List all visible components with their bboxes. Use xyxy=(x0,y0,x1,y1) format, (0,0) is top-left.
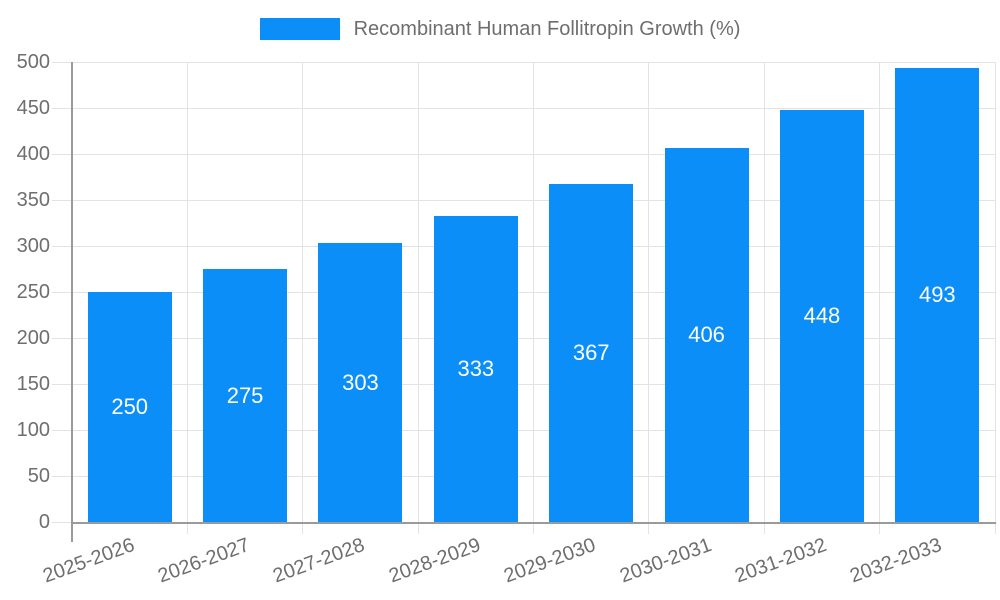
x-gridline xyxy=(879,62,881,534)
y-tick-label: 50 xyxy=(27,465,50,487)
bar[interactable]: 448 xyxy=(779,109,864,522)
y-tick-label: 0 xyxy=(38,511,50,533)
x-gridline xyxy=(417,62,419,534)
y-gridline xyxy=(52,475,995,477)
bar-value-label: 367 xyxy=(572,340,610,366)
x-gridline xyxy=(763,62,765,534)
y-gridline xyxy=(52,61,995,63)
bar[interactable]: 406 xyxy=(664,148,749,522)
bar-value-label: 303 xyxy=(342,369,379,395)
bar[interactable]: 275 xyxy=(203,269,288,522)
y-gridline xyxy=(52,429,995,431)
legend-label: Recombinant Human Follitropin Growth (%) xyxy=(353,17,741,40)
y-axis-line xyxy=(71,62,73,542)
x-gridline xyxy=(994,62,996,534)
legend-swatch-icon xyxy=(259,18,340,40)
chart-legend[interactable]: Recombinant Human Follitropin Growth (%) xyxy=(0,14,1000,44)
y-gridline xyxy=(52,153,995,155)
bar[interactable]: 250 xyxy=(87,292,172,522)
bar[interactable]: 333 xyxy=(433,215,518,522)
y-tick-label: 250 xyxy=(16,281,50,303)
y-tick-label: 400 xyxy=(16,143,50,165)
x-gridline xyxy=(302,62,304,534)
y-tick-label: 500 xyxy=(16,51,50,73)
y-gridline xyxy=(52,383,995,385)
bar-value-label: 448 xyxy=(803,302,841,328)
y-gridline xyxy=(52,107,995,109)
x-axis-line xyxy=(71,522,996,524)
bar-value-label: 275 xyxy=(226,382,264,408)
x-gridline xyxy=(648,62,650,534)
y-gridline xyxy=(52,291,995,293)
bar-value-label: 333 xyxy=(457,355,495,381)
bar[interactable]: 493 xyxy=(895,68,980,522)
bar[interactable]: 303 xyxy=(318,243,403,522)
y-gridline xyxy=(52,199,995,201)
y-tick-label: 300 xyxy=(16,235,50,257)
y-tick-label: 450 xyxy=(16,97,50,119)
bar-value-label: 493 xyxy=(918,282,956,308)
y-gridline xyxy=(52,337,995,339)
bar[interactable]: 367 xyxy=(549,184,634,522)
y-tick-label: 350 xyxy=(16,189,50,211)
x-gridline xyxy=(533,62,534,534)
x-gridline xyxy=(186,62,188,534)
y-tick-label: 100 xyxy=(16,419,50,441)
y-tick-label: 200 xyxy=(16,327,50,349)
y-tick-label: 150 xyxy=(16,373,50,395)
bar-value-label: 406 xyxy=(688,322,725,348)
bar-value-label: 250 xyxy=(111,394,149,419)
y-gridline xyxy=(52,245,995,247)
